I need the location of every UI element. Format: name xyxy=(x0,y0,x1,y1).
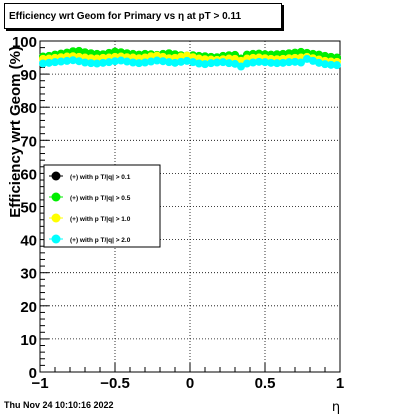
data-point-s3 xyxy=(177,57,185,66)
data-point-s3 xyxy=(291,57,299,66)
data-point-s3 xyxy=(63,56,71,65)
data-point-s3 xyxy=(123,57,131,66)
timestamp: Thu Nov 24 10:10:16 2022 xyxy=(4,400,114,410)
data-point-s3 xyxy=(81,58,89,67)
data-point-s3 xyxy=(69,56,77,65)
data-point-s3 xyxy=(111,57,119,66)
legend-box xyxy=(43,164,161,248)
y-tick-label: 40 xyxy=(20,233,37,250)
data-point-s1 xyxy=(297,47,305,56)
data-point-s3 xyxy=(39,59,47,68)
data-point-s1 xyxy=(75,46,83,55)
data-point-s3 xyxy=(267,58,275,67)
data-point-s3 xyxy=(87,59,95,68)
data-point-s3 xyxy=(231,59,239,68)
data-point-s3 xyxy=(201,60,209,69)
y-tick-label: 30 xyxy=(20,266,37,283)
data-point-s3 xyxy=(183,56,191,65)
data-point-s3 xyxy=(117,56,125,65)
data-point-s3 xyxy=(171,58,179,67)
legend-marker xyxy=(51,171,61,181)
data-point-s3 xyxy=(153,56,161,65)
data-point-s3 xyxy=(279,58,287,67)
data-point-s2 xyxy=(237,56,245,65)
x-tick-label: 0.5 xyxy=(255,375,276,392)
y-tick-label: 90 xyxy=(20,67,37,84)
x-axis-label: η xyxy=(332,400,340,414)
data-point-s3 xyxy=(225,59,233,68)
legend-label: (+) with p T/|q| > 0.5 xyxy=(70,195,131,202)
data-point-s3 xyxy=(159,57,167,66)
data-point-s3 xyxy=(315,58,323,67)
data-point-s3 xyxy=(195,59,203,68)
data-point-s3 xyxy=(93,59,101,68)
x-tick-label: −1 xyxy=(31,375,48,392)
data-point-s3 xyxy=(333,61,341,70)
legend-marker xyxy=(51,213,61,223)
data-point-s3 xyxy=(189,58,197,67)
data-point-s3 xyxy=(45,58,53,67)
legend-marker xyxy=(51,234,61,244)
y-tick-label: 60 xyxy=(20,166,37,183)
legend-label: (+) with p T/|q| > 2.0 xyxy=(70,237,131,244)
chart-title: Efficiency wrt Geom for Primary vs η at … xyxy=(4,3,282,29)
y-tick-label: 20 xyxy=(20,299,37,316)
data-point-s3 xyxy=(255,57,263,66)
y-axis-label: Efficiency wrt Geom (%) xyxy=(7,46,24,218)
data-point-s3 xyxy=(327,60,335,69)
legend-label: (+) with p T/|q| > 1.0 xyxy=(70,216,131,223)
data-point-s3 xyxy=(129,58,137,67)
data-point-s3 xyxy=(285,58,293,67)
data-point-s3 xyxy=(237,62,245,71)
data-point-s3 xyxy=(243,59,251,68)
data-point-s3 xyxy=(135,59,143,68)
legend-marker xyxy=(51,192,61,202)
data-point-s3 xyxy=(57,57,65,66)
data-point-s3 xyxy=(51,58,59,67)
data-point-s3 xyxy=(147,57,155,66)
data-point-s3 xyxy=(219,58,227,67)
x-tick-label: −0.5 xyxy=(100,375,130,392)
legend-label: (+) with p T/|q| > 0.1 xyxy=(70,174,131,181)
data-point-s3 xyxy=(141,58,149,67)
data-point-s3 xyxy=(321,60,329,69)
y-tick-label: 50 xyxy=(20,200,37,217)
y-tick-label: 80 xyxy=(20,100,37,117)
data-point-s3 xyxy=(303,54,311,63)
data-point-s3 xyxy=(297,58,305,67)
data-point-s3 xyxy=(207,59,215,68)
data-point-s3 xyxy=(75,57,83,66)
x-tick-label: 1 xyxy=(336,375,344,392)
y-tick-label: 10 xyxy=(20,332,37,349)
data-point-s3 xyxy=(213,58,221,67)
data-point-s3 xyxy=(105,58,113,67)
data-point-s3 xyxy=(99,58,107,67)
data-point-s3 xyxy=(165,58,173,67)
y-tick-label: 0 xyxy=(29,365,37,382)
y-tick-label: 70 xyxy=(20,133,37,150)
data-point-s3 xyxy=(309,56,317,65)
data-point-s3 xyxy=(273,59,281,68)
data-point-s3 xyxy=(261,58,269,67)
y-tick-label: 100 xyxy=(12,34,37,51)
data-point-s3 xyxy=(249,58,257,67)
x-tick-label: 0 xyxy=(186,375,194,392)
